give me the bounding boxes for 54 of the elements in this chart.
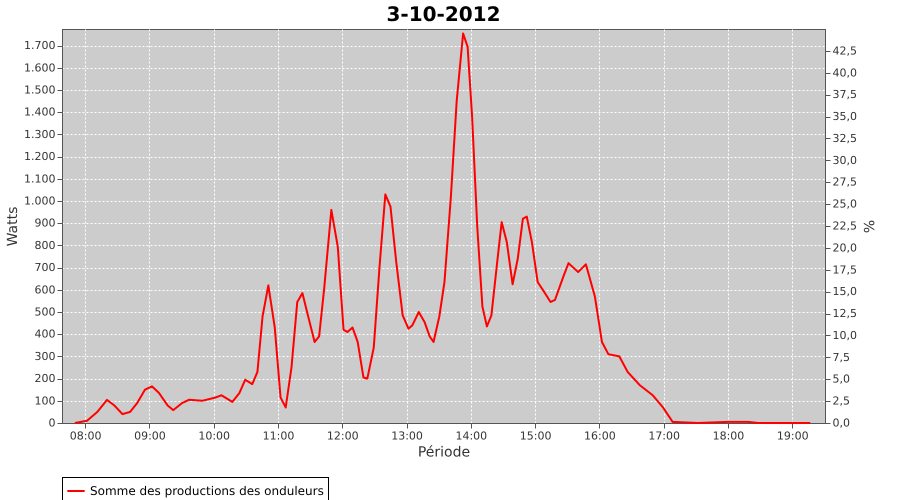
x-tick-label: 11:00 <box>262 430 294 442</box>
y2-tick-label: 20,0 <box>832 241 857 254</box>
x-tick-label: 15:00 <box>520 430 552 442</box>
y2-axis-title: % <box>860 220 876 234</box>
x-tick-label: 17:00 <box>648 430 680 442</box>
y-tick-label: 1.400 <box>24 106 56 119</box>
y2-tick-label: 5,0 <box>832 372 850 386</box>
chart-title: 3-10-2012 <box>386 2 501 26</box>
y-tick-label: 1.700 <box>24 39 56 52</box>
x-tick-label: 09:00 <box>134 430 166 442</box>
y-tick-label: 700 <box>34 261 56 274</box>
x-tick-label: 14:00 <box>455 430 488 442</box>
y2-tick-label: 25,0 <box>832 198 857 211</box>
y-tick-label: 1.200 <box>24 150 56 164</box>
y-tick-label: 400 <box>34 328 56 341</box>
x-tick-label: 19:00 <box>776 430 809 442</box>
y-tick-label: 1.600 <box>24 61 56 74</box>
y2-tick-label: 40,0 <box>832 66 857 80</box>
y-tick-label: 600 <box>34 283 56 296</box>
y-axis-title: Watts <box>5 206 22 246</box>
y-tick-label: 1.000 <box>24 194 56 208</box>
y2-tick-label: 27,5 <box>832 176 857 189</box>
y-tick-label: 800 <box>34 238 56 252</box>
y2-tick-label: 30,0 <box>832 154 857 167</box>
y-tick-label: 900 <box>34 216 56 230</box>
y-tick-label: 1.100 <box>24 172 56 186</box>
y-tick-label: 300 <box>34 350 56 363</box>
y-tick-label: 0 <box>48 416 56 430</box>
x-tick-label: 12:00 <box>326 430 359 442</box>
y2-tick-label: 7,5 <box>832 350 850 364</box>
y2-tick-label: 12,5 <box>832 307 857 320</box>
y2-tick-label: 35,0 <box>832 110 857 124</box>
x-tick-label: 18:00 <box>712 430 744 442</box>
y2-tick-label: 17,5 <box>832 263 857 276</box>
x-tick-label: 16:00 <box>584 430 616 442</box>
x-tick-label: 08:00 <box>70 430 102 442</box>
y2-tick-label: 15,0 <box>832 285 857 298</box>
y2-tick-label: 0,0 <box>832 416 850 430</box>
y-tick-label: 100 <box>34 394 56 408</box>
y2-tick-label: 2,5 <box>832 394 850 408</box>
y2-tick-label: 37,5 <box>832 88 857 102</box>
x-tick-label: 13:00 <box>391 430 423 442</box>
y2-tick-label: 32,5 <box>832 132 857 145</box>
y-tick-label: 1.300 <box>24 128 56 141</box>
legend-label: Somme des productions des onduleurs <box>90 484 324 498</box>
x-tick-label: 10:00 <box>198 430 230 442</box>
y-tick-label: 200 <box>34 372 56 386</box>
y2-tick-label: 22,5 <box>832 220 857 232</box>
line-series <box>74 32 812 424</box>
y2-tick-label: 42,5 <box>832 44 857 58</box>
x-axis-title: Période <box>418 444 470 460</box>
y-tick-label: 1.500 <box>24 84 56 97</box>
y2-tick-label: 10,0 <box>832 328 857 342</box>
y-tick-label: 500 <box>34 306 56 319</box>
